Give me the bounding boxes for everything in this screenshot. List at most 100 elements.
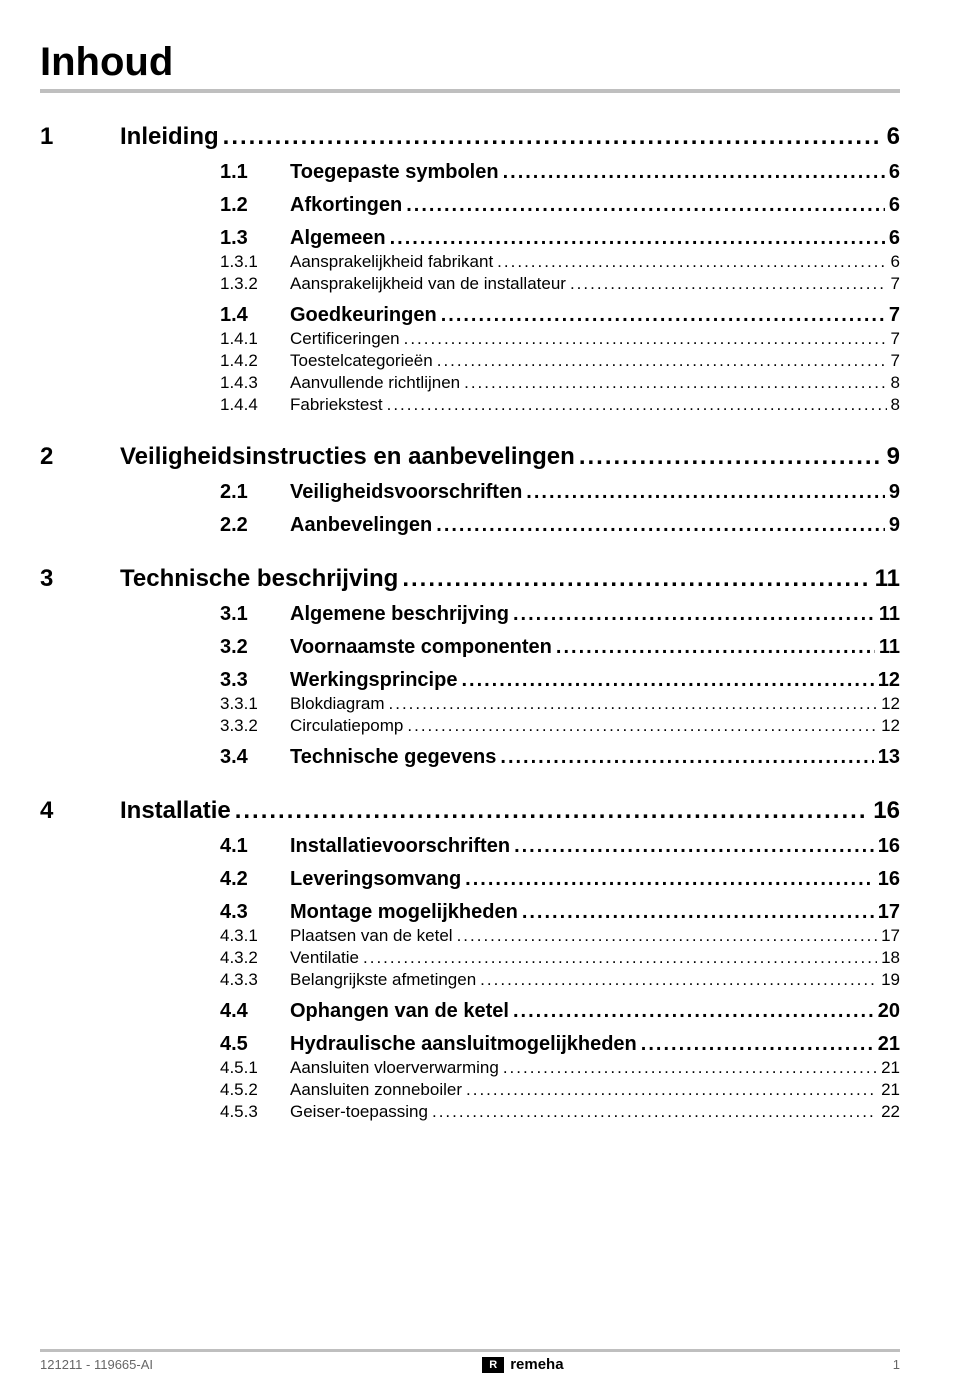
toc-entry-number: 3.3.2	[220, 716, 290, 736]
toc-entry-number: 4.5.1	[220, 1058, 290, 1078]
toc-entry: 4.5.2Aansluiten zonneboiler21	[220, 1080, 900, 1100]
toc-entry: 4.3.3Belangrijkste afmetingen19	[220, 970, 900, 990]
toc-leader-dots	[579, 443, 883, 471]
toc-entry-page: 12	[881, 694, 900, 714]
toc-entry-title: Technische gegevens	[290, 746, 496, 769]
toc-entry-page: 16	[873, 797, 900, 825]
toc-entry-page: 7	[889, 304, 900, 327]
toc-entry: 4.3Montage mogelijkheden17	[220, 901, 900, 924]
toc-entry: 3.3.1Blokdiagram12	[220, 694, 900, 714]
toc-entry-title: Installatie	[120, 797, 231, 825]
toc-entry-number: 1.4.3	[220, 373, 290, 393]
toc-leader-dots	[436, 514, 885, 537]
toc-leader-dots	[406, 194, 885, 217]
toc-entry-title: Toestelcategorieën	[290, 351, 433, 371]
toc-leader-dots	[402, 565, 870, 593]
toc-entry-title: Plaatsen van de ketel	[290, 926, 453, 946]
toc-entry: 2.1Veiligheidsvoorschriften9	[220, 481, 900, 504]
toc-entry-number: 4.4	[220, 1000, 290, 1023]
toc-entry: 4.5Hydraulische aansluitmogelijkheden21	[220, 1033, 900, 1056]
toc-entry-title: Aanvullende richtlijnen	[290, 373, 460, 393]
toc-entry-title: Certificeringen	[290, 329, 400, 349]
toc-leader-dots	[522, 901, 874, 924]
toc-leader-dots	[556, 636, 875, 659]
toc-leader-dots	[223, 123, 883, 151]
toc-leader-dots	[389, 694, 878, 714]
toc-entry-number: 1.2	[220, 194, 290, 217]
toc-entry-title: Toegepaste symbolen	[290, 161, 499, 184]
toc-entry: 1.1Toegepaste symbolen 6	[220, 161, 900, 184]
toc-entry-page: 11	[879, 636, 900, 659]
toc-entry-number: 3.1	[220, 603, 290, 626]
toc-entry-title: Fabriekstest	[290, 395, 383, 415]
toc-leader-dots	[235, 797, 870, 825]
toc-entry-number: 4	[40, 797, 120, 825]
toc-entry-title: Werkingsprincipe	[290, 669, 457, 692]
toc-entry: 4.1Installatievoorschriften16	[220, 835, 900, 858]
toc-entry-number: 1.3.2	[220, 274, 290, 294]
toc-entry: 1.3.2Aansprakelijkheid van de installate…	[220, 274, 900, 294]
toc-entry-number: 4.2	[220, 868, 290, 891]
toc-entry-page: 6	[891, 252, 900, 272]
toc-entry-number: 4.1	[220, 835, 290, 858]
toc-entry: 1.4Goedkeuringen7	[220, 304, 900, 327]
toc-entry-title: Veiligheidsvoorschriften	[290, 481, 522, 504]
toc-entry-number: 1.1	[220, 161, 290, 184]
toc-entry-title: Goedkeuringen	[290, 304, 437, 327]
toc-entry-number: 2.2	[220, 514, 290, 537]
toc-entry-title: Geiser-toepassing	[290, 1102, 428, 1122]
toc: 1Inleiding 6 1.1Toegepaste symbolen 6 1.2Afk…	[40, 123, 900, 1122]
toc-entry-page: 17	[881, 926, 900, 946]
toc-entry-title: Inleiding	[120, 123, 219, 151]
toc-entry: 1.4.3Aanvullende richtlijnen8	[220, 373, 900, 393]
toc-entry-number: 1	[40, 123, 120, 151]
brand-logo-icon: R	[482, 1357, 504, 1373]
toc-entry-page: 21	[878, 1033, 900, 1056]
toc-entry-title: Algemeen	[290, 227, 386, 250]
toc-leader-dots	[461, 669, 873, 692]
toc-leader-dots	[437, 351, 887, 371]
toc-entry-page: 21	[881, 1080, 900, 1100]
toc-entry: 1.3.1Aansprakelijkheid fabrikant 6	[220, 252, 900, 272]
toc-entry-page: 6	[889, 161, 900, 184]
toc-entry: 2.2Aanbevelingen9	[220, 514, 900, 537]
toc-entry: 1.2Afkortingen6	[220, 194, 900, 217]
toc-entry-number: 4.5.2	[220, 1080, 290, 1100]
toc-leader-dots	[513, 1000, 874, 1023]
toc-entry: 4.2Leveringsomvang16	[220, 868, 900, 891]
toc-entry-page: 6	[889, 227, 900, 250]
toc-entry: 1.4.2Toestelcategorieën7	[220, 351, 900, 371]
toc-entry-page: 11	[875, 565, 900, 593]
toc-entry-page: 17	[878, 901, 900, 924]
toc-entry: 3.3Werkingsprincipe12	[220, 669, 900, 692]
toc-entry-number: 3	[40, 565, 120, 593]
toc-entry-title: Montage mogelijkheden	[290, 901, 518, 924]
toc-entry-title: Aansprakelijkheid fabrikant	[290, 252, 493, 272]
footer: 121211 - 119665-AI R remeha 1	[40, 1349, 900, 1373]
toc-entry-title: Belangrijkste afmetingen	[290, 970, 476, 990]
toc-entry-title: Circulatiepomp	[290, 716, 403, 736]
toc-leader-dots	[570, 274, 887, 294]
toc-entry: 3Technische beschrijving11	[40, 565, 900, 593]
toc-entry-number: 1.4.2	[220, 351, 290, 371]
toc-entry-page: 16	[878, 835, 900, 858]
toc-entry-number: 4.5	[220, 1033, 290, 1056]
page-number: 1	[893, 1357, 900, 1372]
toc-leader-dots	[432, 1102, 877, 1122]
toc-entry-page: 11	[879, 603, 900, 626]
toc-leader-dots	[390, 227, 885, 250]
toc-entry-title: Algemene beschrijving	[290, 603, 509, 626]
toc-entry-number: 1.4.1	[220, 329, 290, 349]
toc-entry: 3.3.2Circulatiepomp12	[220, 716, 900, 736]
toc-leader-dots	[513, 603, 875, 626]
toc-entry-title: Ophangen van de ketel	[290, 1000, 509, 1023]
toc-entry: 4Installatie 16	[40, 797, 900, 825]
toc-entry: 4.5.1Aansluiten vloerverwarming21	[220, 1058, 900, 1078]
toc-leader-dots	[407, 716, 877, 736]
toc-entry-title: Leveringsomvang	[290, 868, 461, 891]
toc-entry-number: 1.3.1	[220, 252, 290, 272]
toc-leader-dots	[480, 970, 877, 990]
brand: R remeha	[482, 1356, 563, 1373]
toc-entry-title: Ventilatie	[290, 948, 359, 968]
toc-entry-title: Voornaamste componenten	[290, 636, 552, 659]
